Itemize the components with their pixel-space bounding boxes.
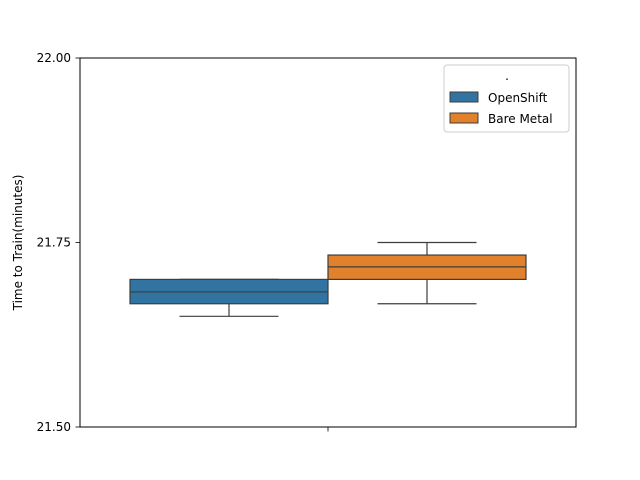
legend-swatch-bare-metal (449, 112, 479, 124)
legend-label-openshift: OpenShift (488, 91, 548, 105)
box-openshift (129, 278, 329, 317)
y-tick-label: 22.00 (37, 51, 71, 65)
y-axis: 21.50 21.75 22.00 (37, 51, 80, 434)
legend-title: . (505, 69, 509, 83)
legend: . OpenShift Bare Metal (443, 64, 570, 133)
box-bare-metal (327, 241, 527, 305)
legend-label-bare-metal: Bare Metal (488, 112, 553, 126)
legend-swatch-openshift (449, 91, 479, 103)
y-tick-label: 21.75 (37, 236, 71, 250)
y-axis-label: Time to Train(minutes) (11, 175, 25, 312)
boxes-layer (129, 241, 527, 317)
y-tick-label: 21.50 (37, 420, 71, 434)
